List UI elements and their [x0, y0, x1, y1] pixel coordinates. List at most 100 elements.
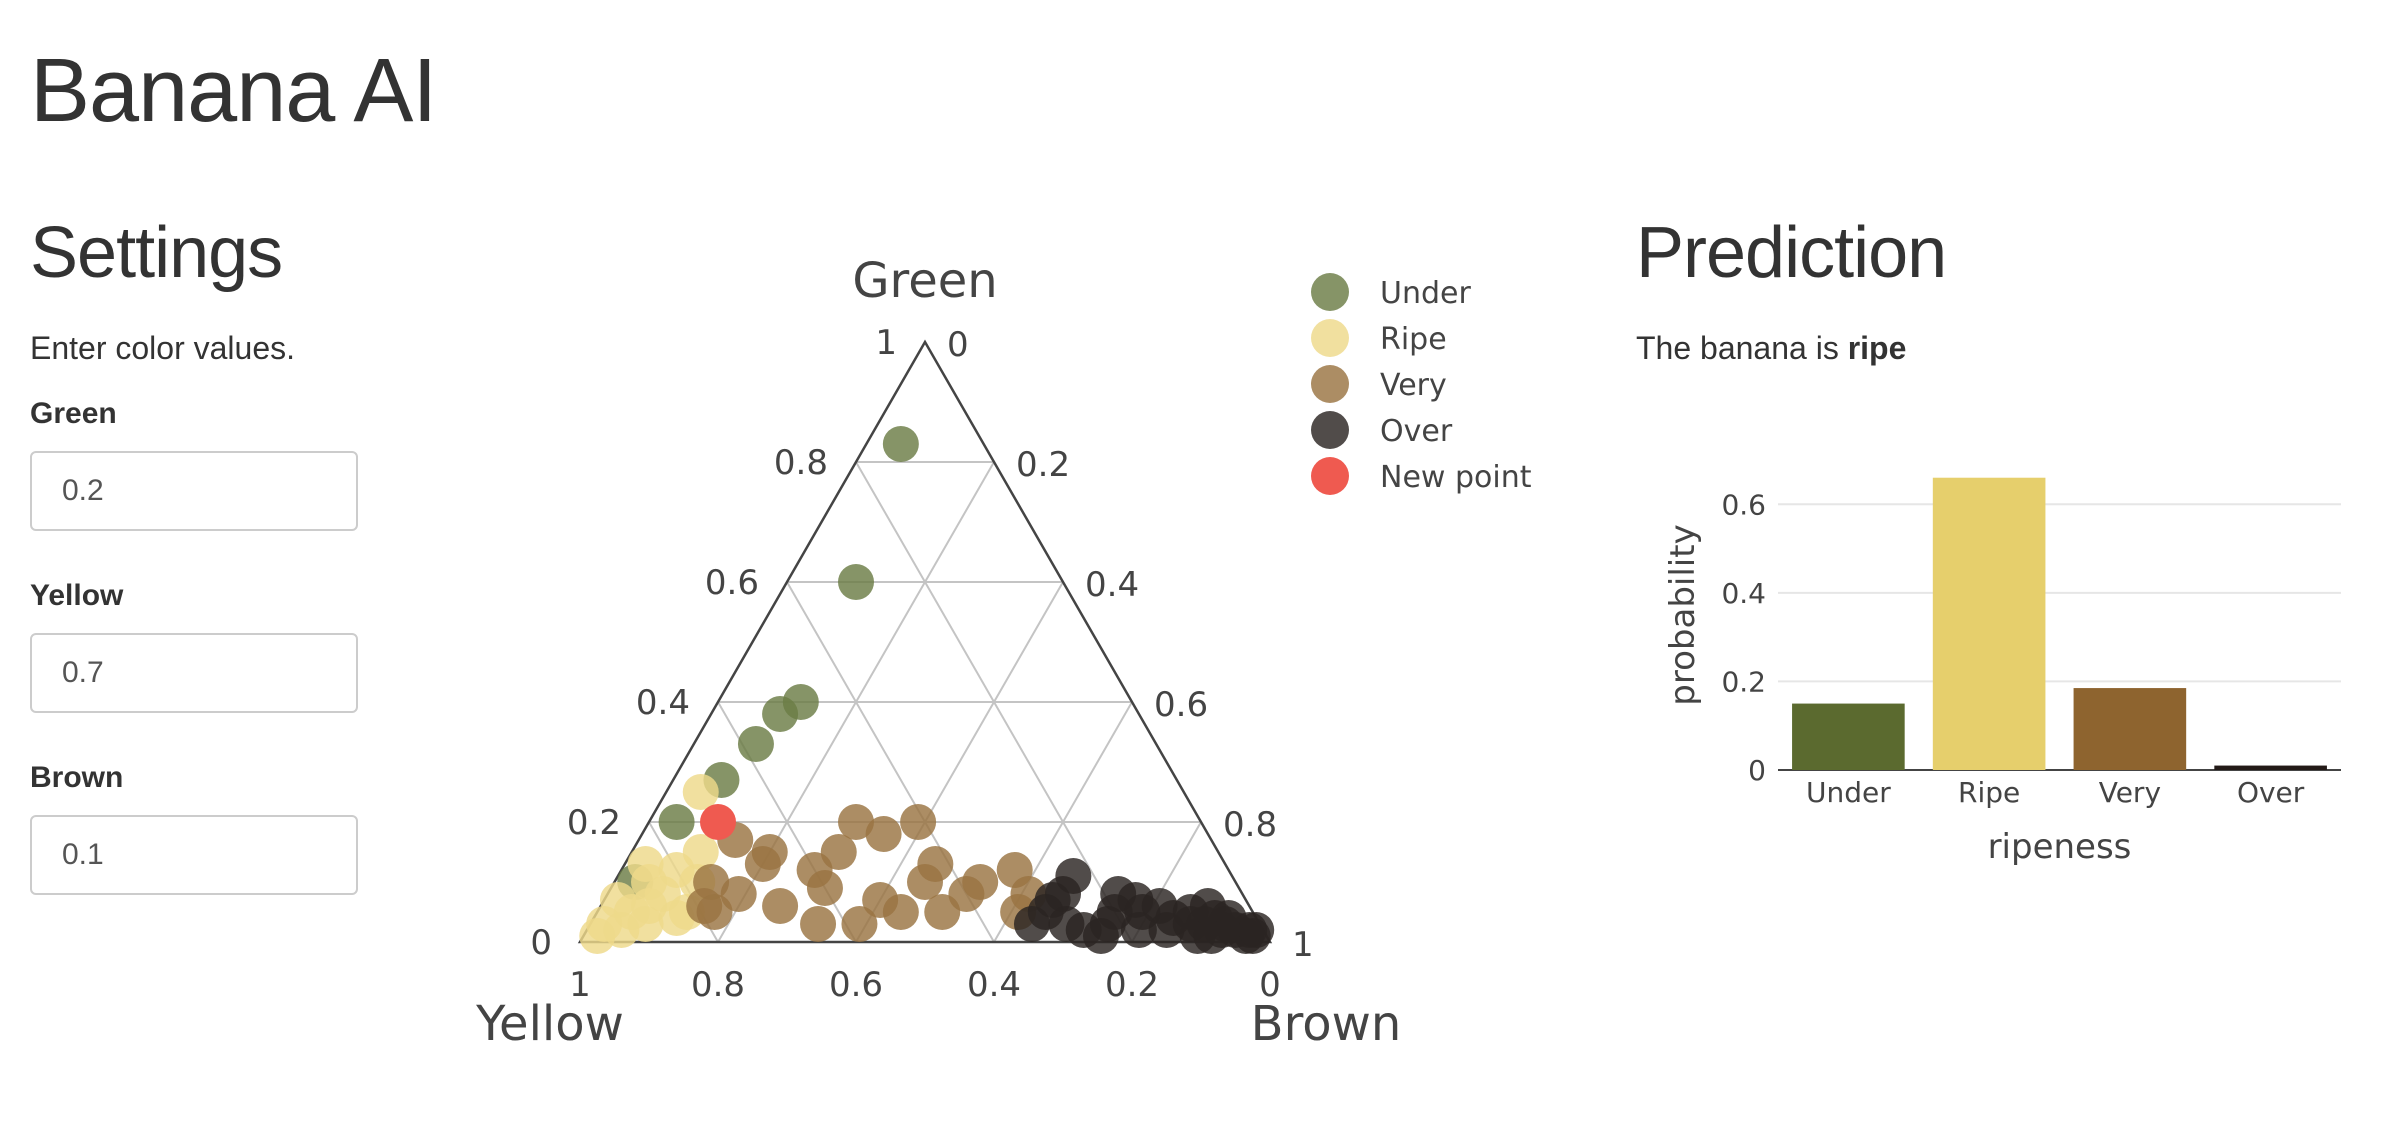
prediction-value: ripe	[1847, 330, 1907, 366]
y-tick-label: 0.6	[1721, 488, 1766, 521]
data-point	[900, 804, 937, 840]
data-point	[762, 696, 799, 732]
brown-label: Brown	[30, 761, 124, 794]
legend-marker	[1311, 457, 1349, 495]
ternary-frame	[577, 339, 1273, 944]
settings-help-text: Enter color values.	[30, 330, 296, 366]
brown-tick-label: 0.4	[1085, 565, 1139, 605]
brown-tick-label: 1	[1292, 925, 1314, 965]
x-tick-label: Over	[2237, 776, 2305, 809]
data-point	[838, 564, 874, 600]
data-point	[948, 876, 985, 912]
data-point	[700, 804, 736, 840]
brown-tick-label: 0	[947, 325, 969, 365]
brown-tick-label: 0.6	[1154, 685, 1208, 725]
legend-marker	[1311, 411, 1349, 449]
y-tick-label: 0.4	[1721, 577, 1766, 610]
data-point	[1048, 906, 1085, 942]
data-point	[820, 834, 857, 870]
yellow-tick-label: 0.8	[691, 965, 745, 1005]
bar-under	[1792, 703, 1905, 770]
green-tick-label: 0.4	[636, 683, 690, 723]
series-over	[1013, 858, 1275, 954]
yellow-label: Yellow	[30, 579, 124, 612]
series-new-point	[700, 804, 736, 840]
x-tick-label: Very	[2099, 776, 2161, 809]
data-point	[806, 870, 843, 906]
legend-label: New point	[1380, 460, 1532, 495]
green-tick-label: 0.6	[705, 563, 759, 603]
data-point	[841, 906, 878, 942]
y-tick-label: 0.2	[1721, 665, 1766, 698]
prediction-prefix: The banana is	[1636, 330, 1848, 366]
green-tick-label: 0.8	[774, 443, 828, 483]
legend-label: Under	[1380, 276, 1471, 311]
bar-over	[2214, 765, 2327, 770]
settings-title: Settings	[30, 213, 283, 293]
yellow-field-group: Yellow	[30, 579, 370, 713]
brown-field-group: Brown	[30, 761, 370, 895]
y-axis-title: probability	[1663, 524, 1703, 705]
grid-line	[855, 581, 1064, 943]
yellow-tick-label: 0.2	[1105, 965, 1159, 1005]
brown-input[interactable]	[30, 815, 358, 895]
x-tick-label: Ripe	[1958, 776, 2020, 809]
data-point	[1120, 912, 1157, 948]
series-ripe	[579, 774, 719, 954]
yellow-tick-label: 0.4	[967, 965, 1021, 1005]
yellow-tick-label: 0.6	[829, 965, 883, 1005]
brown-tick-label: 0.8	[1223, 805, 1277, 845]
green-tick-label: 0	[530, 923, 552, 963]
brown-axis-title: Brown	[1251, 996, 1402, 1052]
x-tick-label: Under	[1806, 776, 1891, 809]
legend: Under Ripe Very Over New point	[1311, 273, 1532, 495]
yellow-axis-title: Yellow	[475, 996, 624, 1052]
legend-marker	[1311, 365, 1349, 403]
data-point	[882, 426, 919, 462]
data-point	[627, 906, 664, 942]
green-field-group: Green	[30, 397, 370, 531]
green-label: Green	[30, 397, 117, 430]
legend-label: Ripe	[1380, 322, 1447, 357]
data-point	[865, 816, 902, 852]
yellow-input[interactable]	[30, 633, 358, 713]
data-point	[627, 846, 664, 882]
yellow-tick-label: 0	[1259, 965, 1281, 1005]
data-point	[737, 726, 774, 762]
legend-label: Very	[1380, 368, 1447, 403]
legend-marker	[1311, 319, 1349, 357]
probability-bar-chart: 0 0.2 0.4 0.6 Under Ripe Very Over ripeness proba…	[1663, 477, 2341, 867]
data-point	[579, 918, 616, 954]
brown-tick-label: 0.2	[1016, 445, 1070, 485]
app-title: Banana AI	[30, 41, 437, 141]
data-point	[1189, 888, 1226, 924]
green-input[interactable]	[30, 451, 358, 531]
prediction-title: Prediction	[1636, 213, 1947, 293]
series-very	[686, 804, 1047, 942]
legend-marker	[1311, 273, 1349, 311]
data-point	[1193, 918, 1230, 954]
settings-panel: Settings Enter color values. Green Yello…	[30, 212, 370, 895]
green-tick-label: 0.2	[567, 803, 621, 843]
data-point	[1238, 912, 1275, 948]
bar-ripe	[1932, 477, 2046, 770]
bar-very	[2073, 688, 2187, 770]
data-point	[1013, 906, 1050, 942]
yellow-tick-label: 1	[569, 965, 591, 1005]
ternary-grid	[648, 461, 1202, 943]
y-tick-label: 0	[1748, 754, 1766, 787]
data-point	[882, 894, 919, 930]
ternary-plot: 00.20.40.60.81 00.20.40.60.8100.20.40.60.…	[475, 253, 1532, 1052]
data-point	[907, 864, 943, 900]
data-point	[658, 804, 695, 840]
legend-label: Over	[1380, 414, 1453, 449]
green-axis-title: Green	[852, 253, 997, 309]
data-point	[682, 774, 719, 810]
data-point	[800, 906, 837, 942]
data-point	[751, 834, 788, 870]
prediction-panel: Prediction The banana is ripe	[1636, 212, 2356, 367]
data-point	[1082, 918, 1119, 954]
data-point	[682, 834, 719, 870]
data-point	[599, 882, 636, 918]
x-axis-title: ripeness	[1988, 827, 2132, 867]
